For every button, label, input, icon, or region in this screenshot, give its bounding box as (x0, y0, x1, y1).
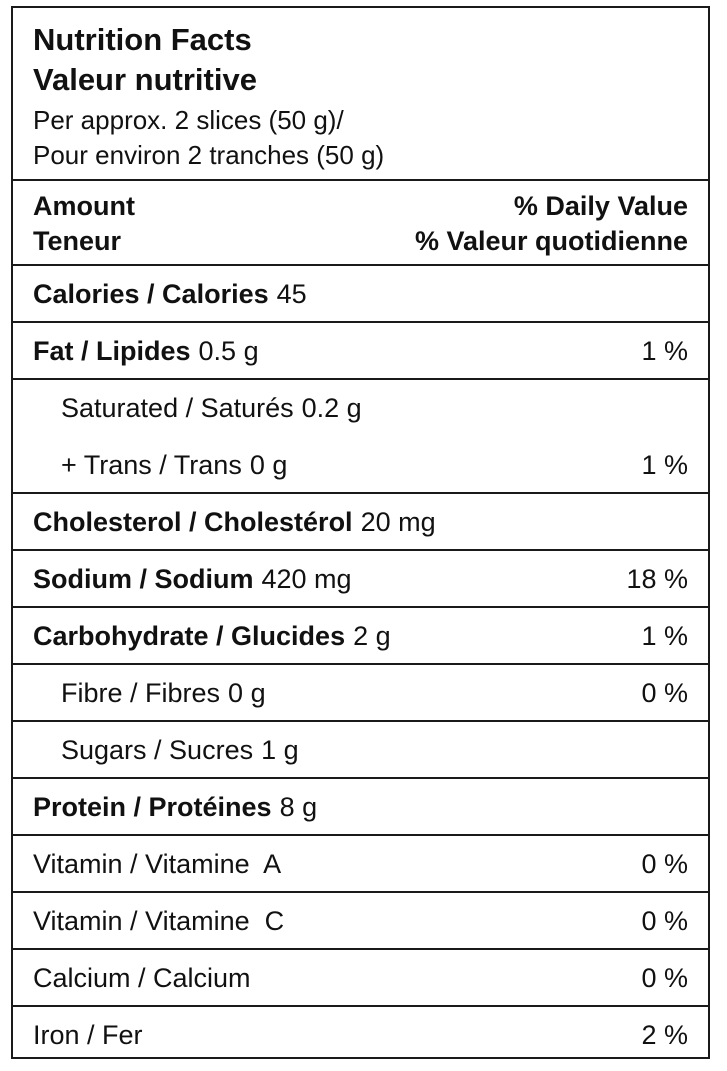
daily-value-header-english: % Daily Value (513, 191, 688, 221)
row-calories: Calories / Calories 45 (13, 266, 708, 323)
nutrient-amount: 20 mg (360, 507, 436, 537)
nutrient-label: Calories / Calories (33, 279, 269, 309)
daily-value-header-french: % Valeur quotidienne (414, 226, 688, 256)
nutrient-label: Carbohydrate / Glucides (33, 621, 346, 651)
serving-size: Per approx. 2 slices (50 g)/ Pour enviro… (33, 103, 708, 173)
title-english: Nutrition Facts (33, 22, 252, 57)
row-protein: Protein / Protéines 8 g (13, 779, 708, 836)
nutrient-amount: 0 g (228, 678, 266, 708)
nutrient-label: Iron / Fer (33, 1020, 143, 1050)
row-cholesterol: Cholesterol / Cholestérol 20 mg (13, 494, 708, 551)
daily-value: 0 % (641, 963, 688, 993)
column-headers: Amount Teneur % Daily Value % Valeur quo… (13, 181, 708, 266)
row-carbohydrate: Carbohydrate / Glucides 2 g 1 % (13, 608, 708, 665)
amount-header-english: Amount (33, 191, 135, 221)
nutrient-label: Sodium / Sodium (33, 564, 254, 594)
row-vitamin-c: Vitamin / Vitamine C 0 % (13, 893, 708, 950)
nutrition-facts-label: Nutrition Facts Valeur nutritive Per app… (11, 6, 710, 1059)
daily-value: 1 % (641, 450, 688, 480)
daily-value: 1 % (641, 336, 688, 366)
nutrient-amount: 0.5 g (198, 336, 259, 366)
amount-header-french: Teneur (33, 226, 122, 256)
nutrient-label: Fat / Lipides (33, 336, 191, 366)
daily-value: 18 % (626, 564, 688, 594)
nutrient-amount: 420 mg (261, 564, 352, 594)
row-sodium: Sodium / Sodium 420 mg 18 % (13, 551, 708, 608)
row-iron: Iron / Fer 2 % (13, 1007, 708, 1064)
serving-french: Pour environ 2 tranches (50 g) (33, 140, 385, 170)
nutrient-amount: 0 g (249, 450, 288, 480)
daily-value: 2 % (641, 1020, 688, 1050)
nutrient-amount: 0.2 g (301, 393, 362, 423)
nutrient-amount: 1 g (261, 735, 299, 765)
nutrient-label: Saturated / Saturés (61, 393, 294, 423)
daily-value: 1 % (641, 621, 688, 651)
daily-value: 0 % (641, 849, 688, 879)
nutrient-amount: 8 g (279, 792, 318, 822)
daily-value: 0 % (641, 906, 688, 936)
row-fibre: Fibre / Fibres 0 g 0 % (13, 665, 708, 722)
nutrient-label: Vitamin / Vitamine A (33, 849, 282, 879)
nutrient-label: Calcium / Calcium (33, 963, 251, 993)
nutrient-label: + Trans / Trans (61, 450, 242, 480)
daily-value: 0 % (641, 678, 688, 708)
nutrient-label: Vitamin / Vitamine C (33, 906, 285, 936)
row-sugars: Sugars / Sucres 1 g (13, 722, 708, 779)
nutrient-amount: 2 g (353, 621, 391, 651)
row-calcium: Calcium / Calcium 0 % (13, 950, 708, 1007)
nutrient-label: Fibre / Fibres (61, 678, 221, 708)
title-french: Valeur nutritive (33, 62, 257, 97)
row-vitamin-a: Vitamin / Vitamine A 0 % (13, 836, 708, 893)
nutrient-label: Cholesterol / Cholestérol (33, 507, 353, 537)
daily-value-header: % Daily Value % Valeur quotidienne (415, 189, 688, 259)
nutrient-label: Sugars / Sucres (61, 735, 254, 765)
nutrient-label: Protein / Protéines (33, 792, 272, 822)
row-trans: + Trans / Trans 0 g 1 % (13, 437, 708, 494)
nutrient-rows: Calories / Calories 45 Fat / Lipides 0.5 g… (13, 266, 708, 1064)
nutrient-amount: 45 (276, 279, 307, 309)
serving-english: Per approx. 2 slices (50 g)/ (33, 105, 344, 135)
row-saturated: Saturated / Saturés 0.2 g (13, 380, 708, 437)
amount-header: Amount Teneur (33, 189, 135, 259)
row-fat: Fat / Lipides 0.5 g 1 % (13, 323, 708, 380)
label-header: Nutrition Facts Valeur nutritive Per app… (13, 8, 708, 181)
